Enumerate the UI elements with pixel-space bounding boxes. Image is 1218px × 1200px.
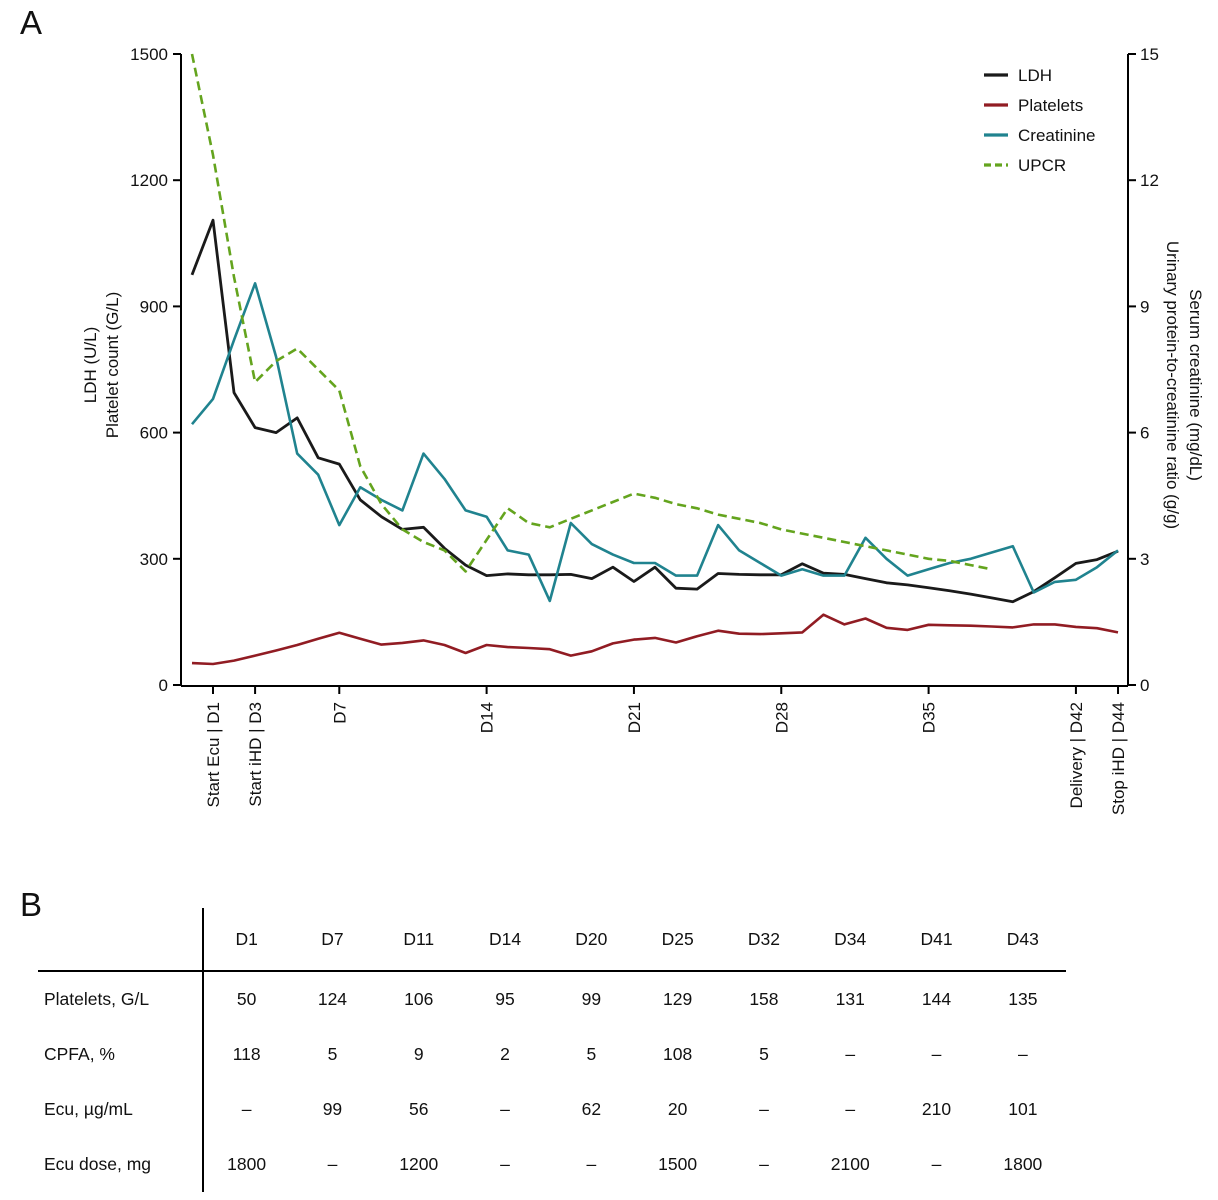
table-cell: 118 — [232, 1044, 261, 1064]
right-axis-title-line1: Serum creatinine (mg/dL) — [1186, 289, 1205, 481]
table-cell: – — [1017, 1044, 1028, 1064]
x-axis-tick-label: D28 — [772, 702, 791, 733]
panel-b-table: D1 D7 D11 D14 D20 D25 D32 D34 D41 D43 Platelets, G… — [38, 908, 1066, 1192]
table-column-header: D34 — [807, 908, 894, 972]
table-cell: 99 — [322, 1099, 343, 1119]
table-cell: 210 — [921, 1099, 952, 1119]
table-cell: – — [759, 1099, 769, 1119]
table-row: Platelets, G/L 50 124 106 95 99 129 158 131 144 13… — [38, 971, 1066, 1027]
table-corner-cell — [38, 908, 204, 972]
left-axis-tick-label: 300 — [140, 550, 168, 569]
table-cell: – — [500, 1154, 510, 1174]
left-axis-title-line1: LDH (U/L) — [81, 327, 100, 404]
x-axis-tick-label: D7 — [330, 702, 349, 724]
series-line-platelets — [191, 613, 1119, 666]
table-cell: 5 — [327, 1044, 338, 1064]
table-cell: – — [931, 1044, 942, 1064]
right-axis-tick-label: 6 — [1140, 424, 1149, 443]
table-cell: 99 — [581, 989, 602, 1009]
table-cell: 1200 — [399, 1154, 439, 1174]
series-line-ldh — [190, 218, 1119, 604]
left-axis-tick-label: 1200 — [130, 171, 168, 190]
table-cell: – — [241, 1099, 252, 1119]
x-axis-tick-label: D21 — [625, 702, 644, 733]
table-cell: 2 — [500, 1044, 510, 1064]
table-cell: 124 — [317, 989, 348, 1009]
table-header-row: D1 D7 D11 D14 D20 D25 D32 D34 D41 D43 — [38, 908, 1066, 972]
table-cell: – — [759, 1154, 769, 1174]
panel-b-label: B — [20, 886, 43, 923]
table-cell: – — [845, 1044, 856, 1064]
x-axis-tick-label: Stop iHD | D44 — [1109, 702, 1128, 815]
table-cell: – — [500, 1099, 510, 1119]
table-cell: 9 — [413, 1044, 424, 1064]
x-axis-tick-label: D14 — [478, 702, 497, 733]
table-cell: 5 — [759, 1044, 769, 1064]
table-cell: 50 — [236, 989, 257, 1009]
table-cell: 101 — [1008, 1099, 1038, 1119]
table-row: CPFA, % 118 5 9 2 5 108 5 – – – — [38, 1027, 1066, 1082]
left-axis-tick-label: 0 — [159, 676, 168, 695]
right-axis-tick-label: 9 — [1140, 297, 1149, 316]
panel-a-chart: 0 300 600 900 1200 1500 0 3 6 9 12 15 Start Ecu | D1… — [81, 45, 1205, 815]
panel-a-label: A — [20, 4, 43, 41]
table-cell: 135 — [1008, 989, 1038, 1009]
table-column-header: D25 — [634, 908, 721, 972]
table-cell: 62 — [581, 1099, 602, 1119]
table-cell: 1800 — [1003, 1154, 1043, 1174]
table-cell: 106 — [404, 989, 434, 1009]
x-axis-tick-label: Start iHD | D3 — [246, 702, 265, 807]
table-cell: – — [845, 1099, 856, 1119]
legend-label-platelets: Platelets — [1018, 96, 1083, 115]
lab-values-table: D1 D7 D11 D14 D20 D25 D32 D34 D41 D43 Platelets, G… — [38, 908, 1066, 1192]
legend-label-ldh: LDH — [1018, 66, 1052, 85]
legend-label-creatinine: Creatinine — [1018, 126, 1096, 145]
table-cell: 95 — [495, 989, 515, 1009]
table-column-header: D43 — [979, 908, 1066, 972]
table-cell: 2100 — [830, 1154, 870, 1174]
table-column-header: D7 — [289, 908, 376, 972]
left-axis-tick-label: 900 — [140, 297, 168, 316]
table-cell: 158 — [749, 989, 779, 1009]
table-column-header: D11 — [375, 908, 462, 972]
table-column-header: D32 — [720, 908, 808, 972]
table-column-header: D20 — [548, 908, 635, 972]
series-line-creatinine — [190, 281, 1119, 603]
table-cell: 144 — [921, 989, 952, 1009]
table-column-header: D41 — [893, 908, 980, 972]
left-axis-tick-label: 1500 — [130, 45, 168, 64]
table-cell: – — [586, 1154, 597, 1174]
table-cell: – — [931, 1154, 942, 1174]
table-row-label: Ecu dose, mg — [38, 1137, 204, 1192]
table-cell: 56 — [409, 1099, 429, 1119]
table-column-header: D1 — [203, 908, 290, 972]
table-row-label: Ecu, µg/mL — [38, 1082, 204, 1137]
right-axis-tick-label: 0 — [1140, 676, 1149, 695]
x-axis-tick-label: D35 — [920, 702, 939, 733]
x-axis-tick-label: Delivery | D42 — [1067, 702, 1086, 808]
table-row: Ecu dose, mg 1800 – 1200 – – 1500 – 2100 – 1800 — [38, 1137, 1066, 1192]
table-cell: 5 — [586, 1044, 597, 1064]
table-cell: 1800 — [227, 1154, 267, 1174]
series-line-upcr — [190, 53, 992, 573]
left-axis-tick-label: 600 — [140, 424, 168, 443]
right-axis-tick-label: 15 — [1140, 45, 1159, 64]
table-cell: 20 — [667, 1099, 688, 1119]
right-axis-tick-label: 3 — [1140, 550, 1149, 569]
table-cell: 131 — [835, 989, 865, 1009]
right-axis-tick-label: 12 — [1140, 171, 1159, 190]
table-column-header: D14 — [461, 908, 549, 972]
table-cell: 108 — [663, 1044, 693, 1064]
x-axis-tick-label: Start Ecu | D1 — [204, 702, 223, 808]
table-cell: 1500 — [658, 1154, 698, 1174]
table-cell: 129 — [663, 989, 693, 1009]
legend-label-upcr: UPCR — [1018, 156, 1066, 175]
table-row-label: Platelets, G/L — [38, 971, 204, 1027]
right-axis-title-line2: Urinary protein-to-creatinine ratio (g/g… — [1163, 241, 1182, 529]
table-row-label: CPFA, % — [38, 1027, 204, 1082]
table-cell: – — [327, 1154, 338, 1174]
table-row: Ecu, µg/mL – 99 56 – 62 20 – – 210 101 — [38, 1082, 1066, 1137]
left-axis-title-line2: Platelet count (G/L) — [103, 292, 122, 438]
